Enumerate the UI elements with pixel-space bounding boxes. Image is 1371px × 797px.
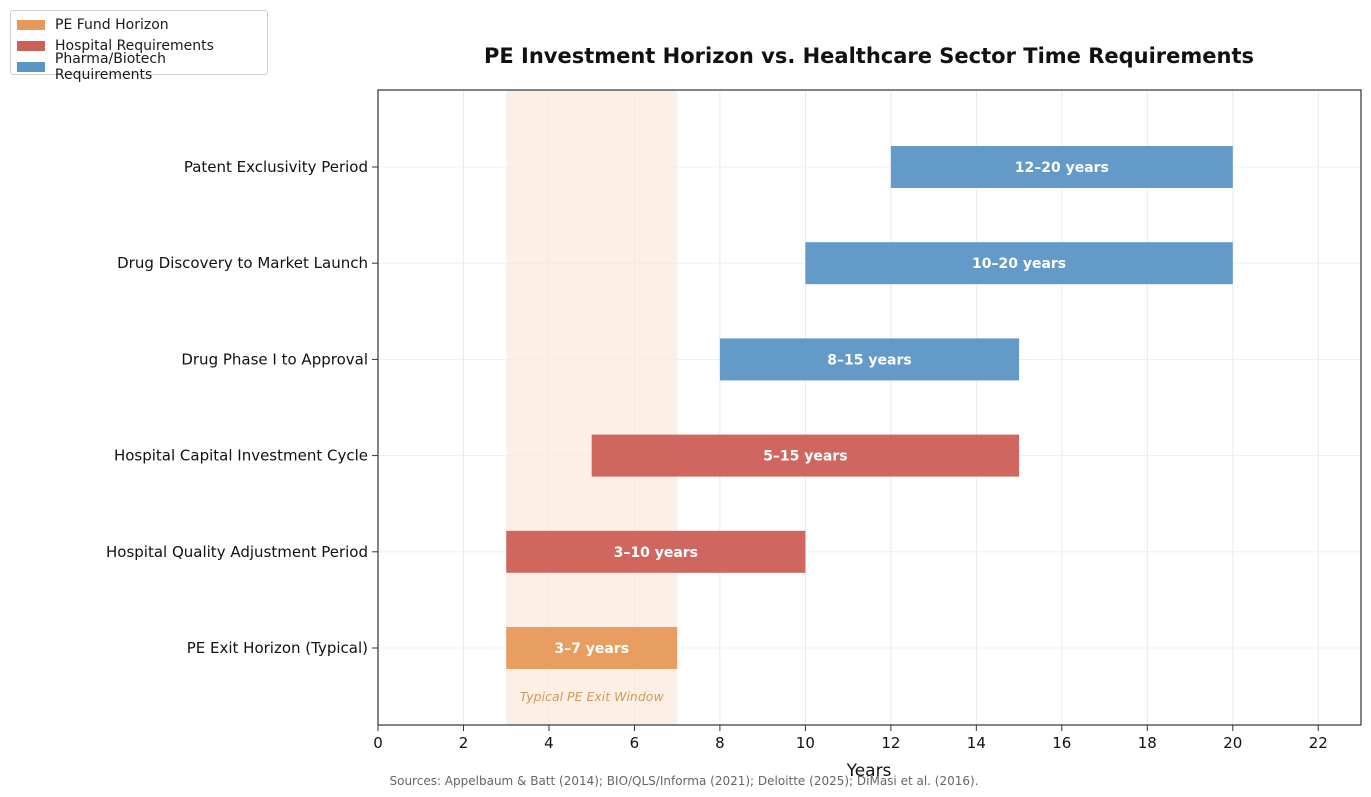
legend: PE Fund Horizon Hospital Requirements Ph… — [10, 10, 268, 83]
legend-swatch-pe-fund — [17, 19, 45, 30]
bar-value-label-2: 5–15 years — [763, 449, 847, 465]
x-tick-label-4: 4 — [544, 734, 554, 752]
x-tick-label-20: 20 — [1223, 734, 1242, 752]
legend-swatch-pharma — [17, 61, 45, 72]
bar-value-label-0: 3–7 years — [554, 641, 629, 657]
x-tick-label-10: 10 — [796, 734, 815, 752]
y-tick-label-5: Patent Exclusivity Period — [184, 158, 368, 176]
y-axis: PE Exit Horizon (Typical) Hospital Qualit… — [106, 158, 378, 657]
bar-value-label-1: 3–10 years — [614, 545, 698, 561]
x-tick-label-6: 6 — [630, 734, 640, 752]
x-tick-label-14: 14 — [967, 734, 986, 752]
x-axis: 0 2 4 6 8 10 12 14 16 18 20 22 — [373, 725, 1328, 752]
y-tick-label-3: Drug Phase I to Approval — [181, 350, 368, 368]
bar-5 — [890, 146, 1233, 188]
bar-2 — [591, 434, 1020, 477]
x-tick-label-12: 12 — [881, 734, 900, 752]
x-tick-label-16: 16 — [1052, 734, 1071, 752]
y-tick-label-0: PE Exit Horizon (Typical) — [187, 639, 368, 657]
shaded-region-label: Typical PE Exit Window — [520, 689, 665, 704]
bars-group: 3–7 years 3–10 years 5–15 years 8–15 years 1… — [506, 146, 1233, 669]
x-tick-label-0: 0 — [373, 734, 383, 752]
legend-swatch-hospital — [17, 40, 45, 51]
bar-1 — [506, 530, 806, 573]
source-note: Sources: Appelbaum & Batt (2014); BIO/QL… — [389, 774, 978, 788]
x-axis-label: Years — [846, 761, 892, 781]
plot-frame — [377, 89, 1362, 726]
pe-exit-window-shading — [506, 90, 678, 725]
legend-item-pe-fund: PE Fund Horizon — [17, 14, 267, 35]
bar-value-label-3: 8–15 years — [827, 352, 911, 368]
bar-value-label-4: 10–20 years — [972, 256, 1066, 272]
legend-item-pharma: Pharma/Biotech Requirements — [17, 51, 267, 83]
legend-label-hospital: Hospital Requirements — [55, 37, 214, 54]
x-tick-label-2: 2 — [459, 734, 469, 752]
legend-label-pharma: Pharma/Biotech Requirements — [54, 50, 166, 83]
y-tick-label-2: Hospital Capital Investment Cycle — [114, 447, 368, 465]
chart-title: PE Investment Horizon vs. Healthcare Sec… — [484, 44, 1254, 68]
x-tick-label-8: 8 — [715, 734, 725, 752]
bar-0 — [506, 627, 678, 669]
bar-3 — [719, 338, 1020, 381]
bar-value-label-5: 12–20 years — [1015, 160, 1109, 176]
legend-label-pe-fund: PE Fund Horizon — [55, 16, 169, 33]
bar-4 — [805, 242, 1233, 285]
x-tick-label-22: 22 — [1309, 734, 1328, 752]
x-tick-label-18: 18 — [1138, 734, 1157, 752]
y-tick-label-1: Hospital Quality Adjustment Period — [106, 543, 368, 561]
y-tick-label-4: Drug Discovery to Market Launch — [117, 254, 368, 272]
legend-item-hospital: Hospital Requirements — [17, 35, 267, 56]
